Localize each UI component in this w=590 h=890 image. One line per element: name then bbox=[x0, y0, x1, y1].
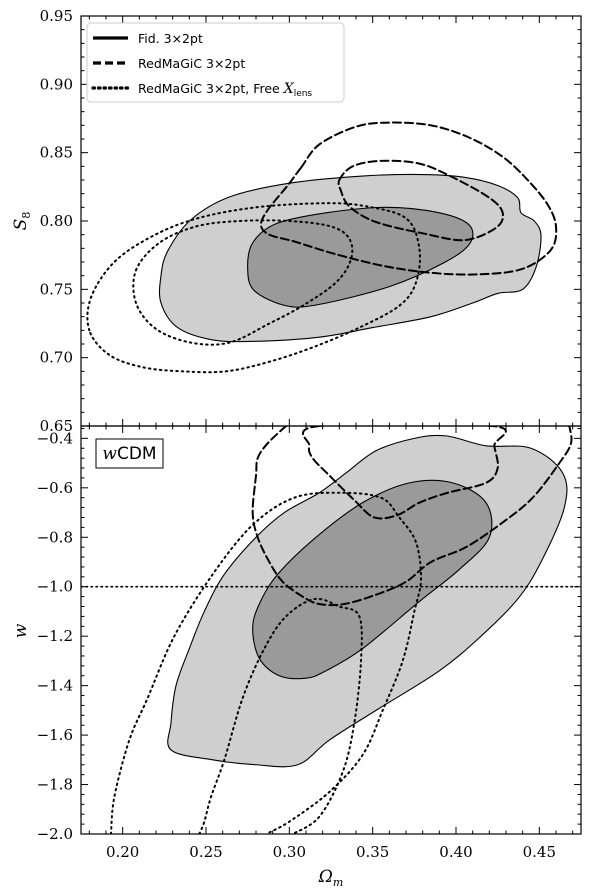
y-tick-label: −0.6 bbox=[37, 479, 73, 497]
x-tick-label: 0.30 bbox=[273, 843, 306, 861]
panel-top-s8: 0.65 0.70 0.75 0.80 0.85 0.90 0.95 S8 Fid. 3×2… bbox=[11, 7, 582, 435]
bottom-contours bbox=[81, 426, 581, 834]
x-tick-label: 0.35 bbox=[356, 843, 389, 861]
contour-redmagic-free-xlens-68 bbox=[198, 597, 363, 834]
x-tick-label: 0.25 bbox=[189, 843, 222, 861]
contour-fid-68 bbox=[252, 479, 493, 680]
contour-redmagic-68 bbox=[302, 426, 507, 520]
model-tag-box bbox=[95, 438, 164, 469]
y-tick-label: −0.4 bbox=[37, 429, 73, 447]
y-tick-label: −1.6 bbox=[37, 726, 73, 744]
y-tick-label: −1.0 bbox=[37, 578, 73, 596]
y-tick-label: 0.75 bbox=[40, 280, 73, 298]
y-tick-label: 0.70 bbox=[40, 349, 73, 367]
model-tag: wCDM bbox=[95, 438, 164, 469]
contour-redmagic-95 bbox=[251, 426, 573, 607]
model-tag-label: wCDM bbox=[102, 444, 156, 464]
legend-label-fid: Fid. 3×2pt bbox=[138, 31, 203, 46]
y-tick-label: 0.65 bbox=[40, 417, 73, 435]
contour-redmagic-95 bbox=[259, 121, 558, 276]
top-ylabel: S8 bbox=[11, 212, 33, 231]
x-tick-label: 0.45 bbox=[523, 843, 556, 861]
top-ticks: 0.65 0.70 0.75 0.80 0.85 0.90 0.95 bbox=[40, 7, 581, 435]
y-tick-label: −1.2 bbox=[37, 627, 73, 645]
legend: Fid. 3×2pt RedMaGiC 3×2pt RedMaGiC 3×2pt… bbox=[86, 22, 345, 103]
contour-fid-68 bbox=[247, 206, 474, 308]
y-tick-label: −2.0 bbox=[37, 825, 73, 843]
bottom-panel-frame bbox=[80, 425, 582, 835]
y-tick-label: −1.8 bbox=[37, 776, 73, 794]
y-tick-label: −1.4 bbox=[37, 677, 73, 695]
bottom-ticks: 0.20 0.25 0.30 0.35 0.40 0.45 −2.0 −1.8 −1.6 −1.4… bbox=[37, 426, 581, 861]
contour-redmagic-free-xlens-68 bbox=[132, 219, 354, 346]
bottom-ylabel: w bbox=[11, 623, 31, 638]
y-tick-label: −0.8 bbox=[37, 528, 73, 546]
legend-label-redmagic: RedMaGiC 3×2pt bbox=[138, 56, 245, 71]
y-tick-label: 0.90 bbox=[40, 75, 73, 93]
panel-bottom-w: 0.20 0.25 0.30 0.35 0.40 0.45 −2.0 −1.8 −1.6 −1.4… bbox=[11, 425, 582, 889]
legend-label-redmagic-free: RedMaGiC 3×2pt, Free Xlens bbox=[138, 81, 312, 99]
top-contours bbox=[86, 121, 558, 374]
x-tick-label: 0.40 bbox=[439, 843, 472, 861]
bottom-xlabel: Ωm bbox=[318, 867, 344, 889]
y-tick-label: 0.85 bbox=[40, 144, 73, 162]
contour-redmagic-68 bbox=[337, 159, 504, 242]
legend-box bbox=[86, 22, 345, 103]
x-tick-label: 0.20 bbox=[106, 843, 139, 861]
y-tick-label: 0.95 bbox=[40, 7, 73, 25]
y-tick-label: 0.80 bbox=[40, 212, 73, 230]
contour-redmagic-free-xlens-95 bbox=[86, 202, 421, 374]
contour-redmagic-free-xlens-95 bbox=[110, 491, 423, 834]
